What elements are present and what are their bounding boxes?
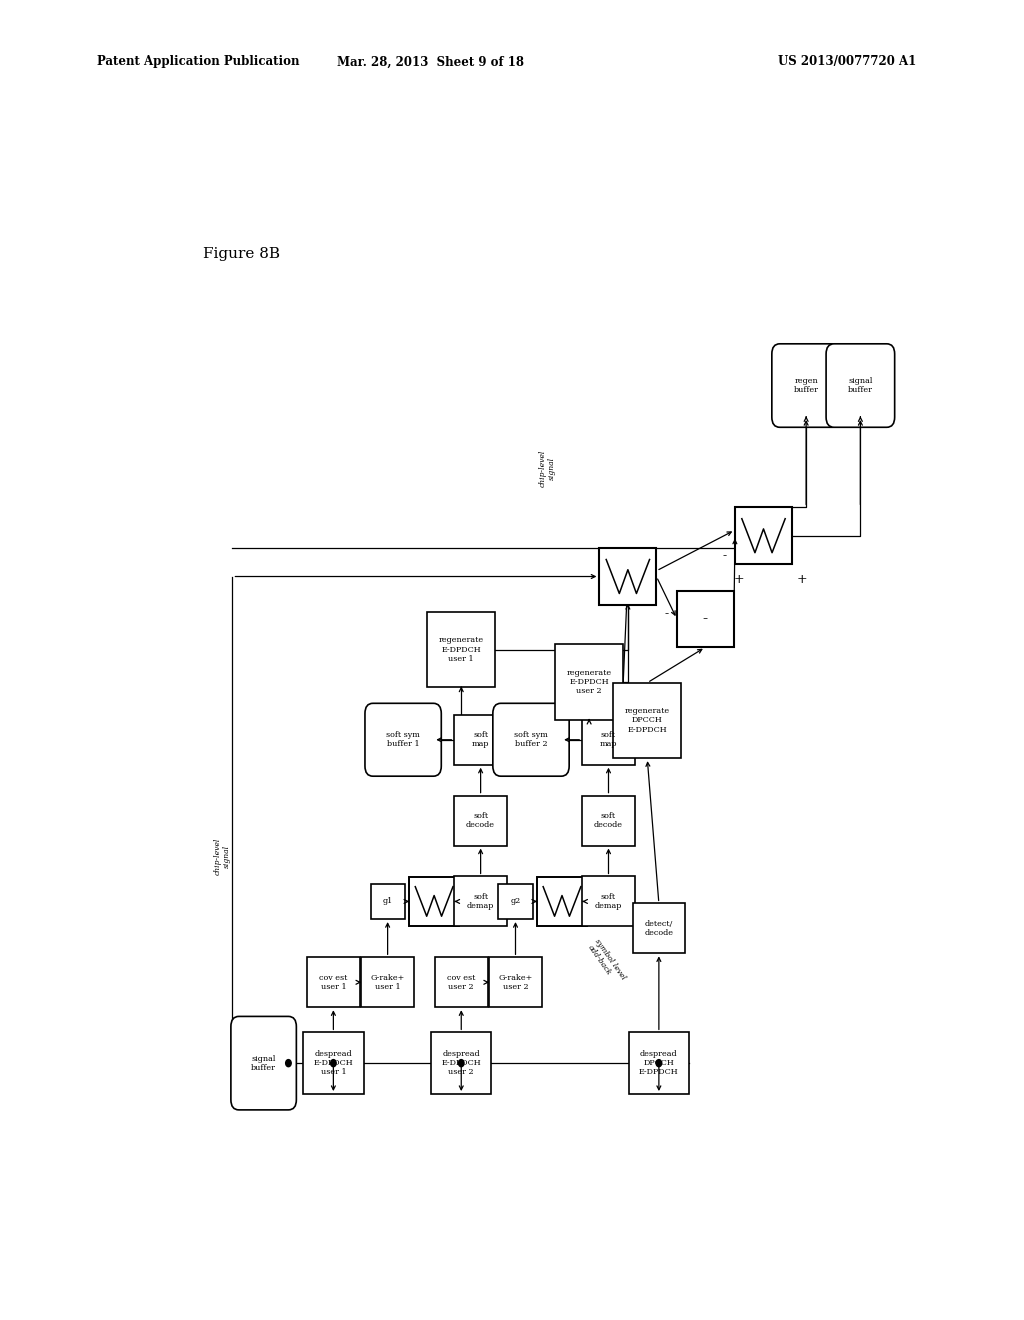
FancyBboxPatch shape xyxy=(455,796,507,846)
Circle shape xyxy=(459,1060,464,1067)
FancyBboxPatch shape xyxy=(583,876,635,927)
Text: soft
demap: soft demap xyxy=(467,892,495,909)
Circle shape xyxy=(331,1060,336,1067)
FancyBboxPatch shape xyxy=(826,343,895,428)
Text: g2: g2 xyxy=(510,898,520,906)
FancyBboxPatch shape xyxy=(427,612,496,688)
FancyBboxPatch shape xyxy=(365,704,441,776)
Text: Patent Application Publication: Patent Application Publication xyxy=(97,55,300,69)
FancyBboxPatch shape xyxy=(493,704,569,776)
FancyBboxPatch shape xyxy=(230,1016,296,1110)
FancyBboxPatch shape xyxy=(303,1032,364,1094)
FancyBboxPatch shape xyxy=(629,1032,689,1094)
Text: regenerate
E-DPDCH
user 1: regenerate E-DPDCH user 1 xyxy=(438,636,483,663)
FancyBboxPatch shape xyxy=(772,343,841,428)
Text: soft
map: soft map xyxy=(600,731,617,748)
Text: despread
DPCCH
E-DPDCH: despread DPCCH E-DPDCH xyxy=(639,1049,679,1076)
Text: cov est
user 2: cov est user 2 xyxy=(447,974,475,991)
Circle shape xyxy=(656,1060,662,1067)
Text: regen
buffer: regen buffer xyxy=(794,378,818,395)
Text: g1: g1 xyxy=(383,898,393,906)
Text: Mar. 28, 2013  Sheet 9 of 18: Mar. 28, 2013 Sheet 9 of 18 xyxy=(337,55,523,69)
FancyBboxPatch shape xyxy=(633,903,685,953)
Text: despread
E-DPDCH
user 1: despread E-DPDCH user 1 xyxy=(313,1049,353,1076)
FancyBboxPatch shape xyxy=(371,884,404,919)
FancyBboxPatch shape xyxy=(410,876,459,927)
FancyBboxPatch shape xyxy=(677,590,734,647)
Text: soft
demap: soft demap xyxy=(595,892,623,909)
Text: soft
map: soft map xyxy=(472,731,489,748)
Text: signal
buffer: signal buffer xyxy=(251,1055,276,1072)
Text: signal
buffer: signal buffer xyxy=(848,378,872,395)
FancyBboxPatch shape xyxy=(431,1032,492,1094)
FancyBboxPatch shape xyxy=(455,876,507,927)
Text: cov est
user 1: cov est user 1 xyxy=(319,974,347,991)
FancyBboxPatch shape xyxy=(307,957,359,1007)
FancyBboxPatch shape xyxy=(599,548,656,605)
Text: regenerate
E-DPDCH
user 2: regenerate E-DPDCH user 2 xyxy=(566,669,611,696)
FancyBboxPatch shape xyxy=(538,876,587,927)
Text: soft sym
buffer 1: soft sym buffer 1 xyxy=(386,731,420,748)
Circle shape xyxy=(286,1060,291,1067)
Text: despread
E-DPDCH
user 2: despread E-DPDCH user 2 xyxy=(441,1049,481,1076)
Text: US 2013/0077720 A1: US 2013/0077720 A1 xyxy=(778,55,916,69)
Text: detect/
decode: detect/ decode xyxy=(644,920,674,937)
FancyBboxPatch shape xyxy=(555,644,624,719)
Text: G-rake+
user 2: G-rake+ user 2 xyxy=(499,974,532,991)
FancyBboxPatch shape xyxy=(583,714,635,764)
Text: -: - xyxy=(665,607,669,619)
Text: chip-level
signal: chip-level signal xyxy=(214,838,230,875)
Text: +: + xyxy=(797,573,807,586)
Text: soft sym
buffer 2: soft sym buffer 2 xyxy=(514,731,548,748)
Text: G-rake+
user 1: G-rake+ user 1 xyxy=(371,974,404,991)
Text: symbol level
add-back: symbol level add-back xyxy=(586,937,628,987)
Text: soft
decode: soft decode xyxy=(466,812,496,829)
Text: regenerate
DPCCH
E-DPDCH: regenerate DPCCH E-DPDCH xyxy=(625,708,670,734)
Text: soft
decode: soft decode xyxy=(594,812,623,829)
Text: +: + xyxy=(733,573,744,586)
FancyBboxPatch shape xyxy=(583,796,635,846)
Text: -: - xyxy=(723,549,727,562)
Text: chip-level
signal: chip-level signal xyxy=(539,450,556,487)
Text: Figure 8B: Figure 8B xyxy=(204,247,281,261)
FancyBboxPatch shape xyxy=(489,957,542,1007)
FancyBboxPatch shape xyxy=(499,884,532,919)
Text: -: - xyxy=(702,612,708,626)
FancyBboxPatch shape xyxy=(435,957,487,1007)
FancyBboxPatch shape xyxy=(361,957,414,1007)
FancyBboxPatch shape xyxy=(613,682,681,758)
FancyBboxPatch shape xyxy=(455,714,507,764)
FancyBboxPatch shape xyxy=(735,507,792,564)
